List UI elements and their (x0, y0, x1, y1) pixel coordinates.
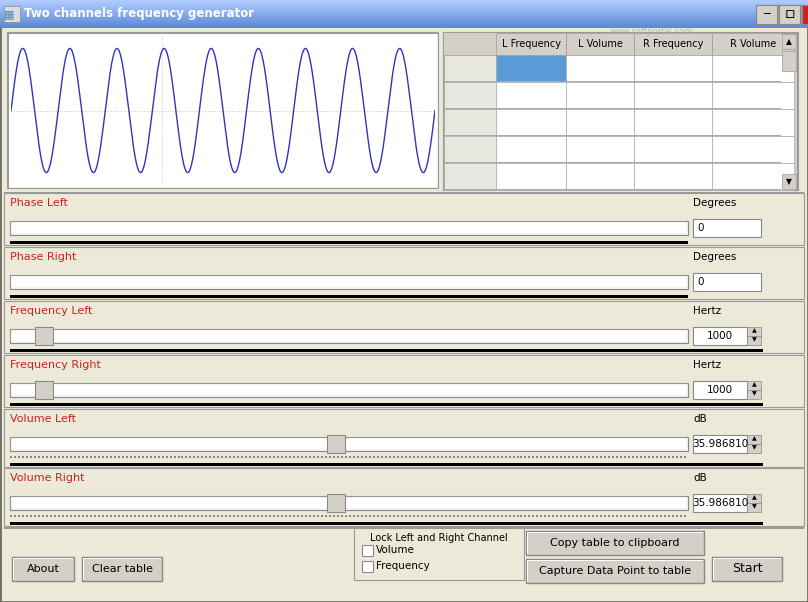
Text: ─: ─ (764, 9, 770, 19)
Text: Volume Left: Volume Left (10, 414, 76, 424)
Text: □: □ (784, 9, 794, 19)
Text: ▲: ▲ (751, 436, 756, 441)
Text: Capture Data Point to table: Capture Data Point to table (539, 566, 691, 576)
Text: 35.986810: 35.986810 (692, 498, 748, 508)
Text: Degrees: Degrees (693, 252, 736, 262)
Text: □: □ (785, 9, 794, 19)
Text: Volume: Volume (376, 545, 415, 555)
Text: ▲: ▲ (751, 495, 756, 500)
Text: 0: 0 (697, 277, 704, 287)
Text: Start: Start (732, 562, 762, 576)
Text: Phase Left: Phase Left (10, 198, 68, 208)
Text: ▼: ▼ (751, 504, 756, 509)
Text: ▲: ▲ (751, 382, 756, 388)
Text: ▦: ▦ (4, 9, 15, 19)
Text: 0: 0 (697, 223, 704, 233)
Text: ▼: ▼ (751, 338, 756, 343)
Text: 1000: 1000 (707, 331, 733, 341)
Text: dB: dB (693, 473, 707, 483)
Text: www.softportal.com: www.softportal.com (610, 28, 693, 37)
Text: Hertz: Hertz (693, 306, 721, 316)
Text: Copy table to clipboard: Copy table to clipboard (550, 538, 680, 548)
Text: Two channels frequency generator: Two channels frequency generator (24, 7, 255, 20)
Text: 1000: 1000 (707, 385, 733, 395)
Text: L Volume: L Volume (578, 39, 622, 49)
Text: R Frequency: R Frequency (643, 39, 703, 49)
Text: Frequency: Frequency (376, 561, 430, 571)
Text: 35.986810: 35.986810 (692, 439, 748, 449)
Text: Frequency Left: Frequency Left (10, 306, 92, 316)
Text: R Volume: R Volume (730, 39, 776, 49)
Text: Frequency Right: Frequency Right (10, 360, 101, 370)
Text: PORTAL: PORTAL (610, 13, 694, 31)
Text: ─: ─ (763, 9, 769, 19)
Text: Volume Right: Volume Right (10, 473, 85, 483)
Text: ▼: ▼ (751, 445, 756, 450)
Text: Degrees: Degrees (693, 198, 736, 208)
Text: Phase Right: Phase Right (10, 252, 77, 262)
Text: L Frequency: L Frequency (502, 39, 561, 49)
Text: Clear table: Clear table (91, 564, 153, 574)
Text: Hertz: Hertz (693, 360, 721, 370)
Text: ▲: ▲ (786, 37, 792, 46)
Text: ▼: ▼ (786, 178, 792, 187)
Text: ▲: ▲ (751, 329, 756, 334)
Text: dB: dB (693, 414, 707, 424)
Text: Lock Left and Right Channel: Lock Left and Right Channel (370, 533, 508, 543)
Text: :::::::::::::: ::::::::::::: (530, 15, 577, 25)
Text: ▼: ▼ (751, 391, 756, 397)
Text: About: About (27, 564, 60, 574)
